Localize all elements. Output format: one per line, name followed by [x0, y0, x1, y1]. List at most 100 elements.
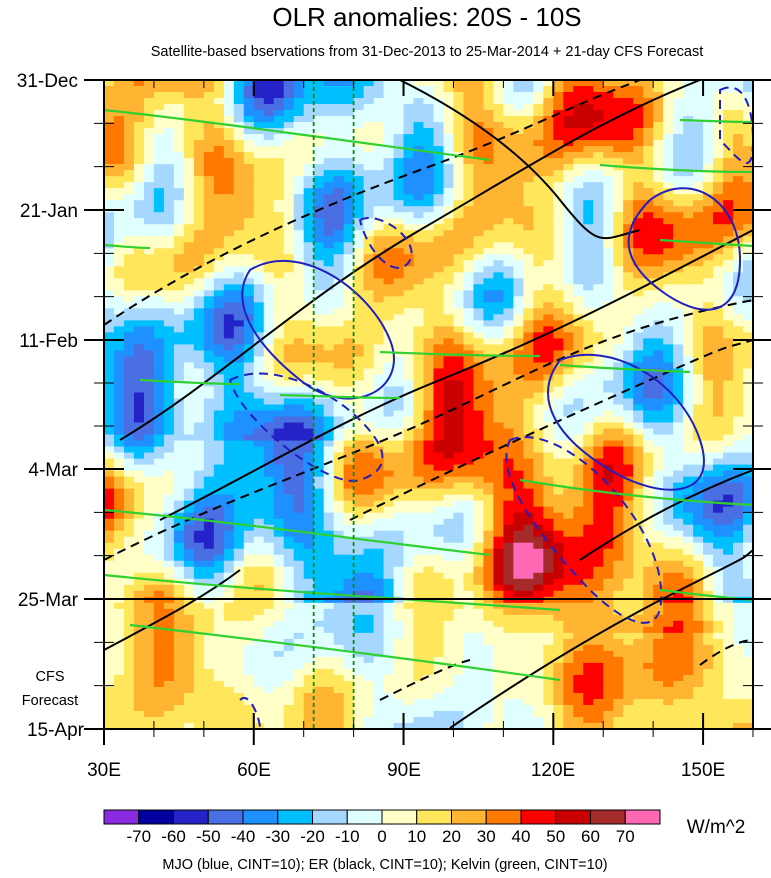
field-cell — [703, 320, 714, 327]
field-cell — [393, 158, 405, 165]
field-cell — [193, 452, 205, 460]
field-cell — [363, 416, 375, 424]
field-cell — [163, 536, 175, 544]
field-cell — [643, 158, 654, 165]
field-cell — [563, 176, 574, 183]
field-cell — [123, 398, 135, 406]
field-cell — [363, 494, 375, 502]
field-cell — [573, 302, 584, 309]
field-cell — [403, 218, 415, 225]
field-cell — [723, 266, 734, 273]
field-cell — [363, 224, 375, 231]
field-cell — [683, 212, 694, 219]
field-cell — [233, 278, 245, 285]
field-cell — [373, 518, 385, 526]
field-cell — [733, 212, 744, 219]
field-cell — [573, 188, 584, 195]
field-cell — [553, 266, 564, 273]
field-cell — [223, 182, 235, 189]
field-cell — [393, 236, 405, 243]
field-cell — [193, 236, 205, 243]
field-cell — [683, 380, 694, 388]
field-cell — [493, 386, 504, 394]
field-cell — [563, 398, 574, 406]
field-cell — [223, 398, 235, 406]
field-cell — [153, 176, 165, 183]
field-cell — [513, 260, 524, 267]
field-cell — [104, 452, 115, 460]
field-cell — [213, 464, 225, 472]
field-cell — [293, 344, 305, 352]
field-cell — [303, 482, 315, 490]
field-cell — [353, 404, 365, 412]
field-cell — [473, 86, 485, 93]
field-cell — [243, 218, 255, 225]
field-cell — [243, 284, 255, 291]
field-cell — [653, 170, 664, 177]
field-cell — [193, 446, 205, 454]
field-cell — [583, 98, 594, 105]
field-cell — [613, 158, 624, 165]
field-cell — [623, 332, 634, 339]
field-cell — [213, 362, 225, 370]
field-cell — [433, 440, 445, 448]
field-cell — [233, 290, 245, 297]
field-cell — [583, 266, 594, 273]
field-cell — [723, 410, 734, 418]
field-cell — [463, 164, 475, 171]
field-cell — [223, 482, 235, 490]
field-cell — [333, 206, 345, 213]
field-cell — [453, 344, 465, 352]
field-cell — [703, 392, 714, 400]
field-cell — [643, 260, 654, 267]
field-cell — [673, 356, 684, 364]
field-cell — [223, 344, 235, 352]
field-cell — [743, 452, 753, 460]
field-cell — [453, 272, 465, 279]
field-cell — [133, 302, 145, 309]
field-cell — [523, 242, 534, 249]
field-cell — [293, 272, 305, 279]
field-cell — [503, 494, 514, 502]
field-cell — [483, 530, 494, 538]
field-cell — [163, 296, 175, 303]
field-cell — [633, 110, 644, 117]
field-cell — [743, 416, 753, 424]
field-cell — [343, 470, 355, 478]
field-cell — [233, 254, 245, 261]
field-cell — [263, 500, 275, 508]
field-cell — [653, 194, 664, 201]
field-cell — [543, 428, 554, 436]
field-cell — [573, 248, 584, 255]
field-cell — [613, 92, 624, 99]
field-cell — [603, 122, 614, 129]
field-cell — [453, 410, 465, 418]
field-cell — [143, 380, 155, 388]
field-cell — [253, 242, 265, 249]
field-cell — [133, 212, 145, 219]
field-cell — [273, 428, 285, 436]
field-cell — [213, 212, 225, 219]
field-cell — [333, 386, 345, 394]
field-cell — [333, 464, 345, 472]
field-cell — [523, 134, 534, 141]
field-cell — [493, 368, 504, 376]
field-cell — [653, 362, 664, 370]
field-cell — [583, 218, 594, 225]
field-cell — [663, 344, 674, 352]
field-cell — [153, 500, 165, 508]
field-cell — [353, 500, 365, 508]
field-cell — [483, 104, 494, 111]
field-cell — [203, 422, 215, 430]
field-cell — [483, 230, 494, 237]
field-cell — [113, 494, 125, 502]
field-cell — [283, 80, 295, 87]
field-cell — [353, 236, 365, 243]
field-cell — [143, 386, 155, 394]
field-cell — [233, 182, 245, 189]
field-cell — [203, 92, 215, 99]
field-cell — [183, 86, 195, 93]
field-cell — [283, 308, 295, 315]
field-cell — [104, 224, 115, 231]
field-cell — [113, 536, 125, 544]
